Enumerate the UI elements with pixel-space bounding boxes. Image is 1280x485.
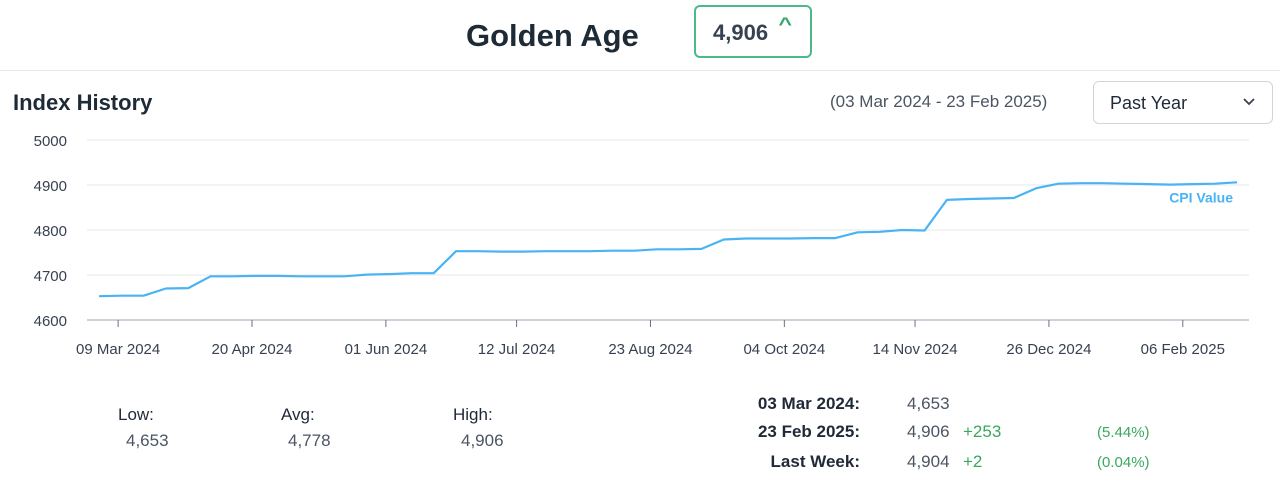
series-line-cpi-value [98,181,1238,298]
compare-end-value: 4,906 [907,422,950,441]
index-history-chart: 4600 4700 4800 4900 5000 09 Mar 2024 20 Apr 20… [34,133,1249,358]
x-tick-label: 12 Jul 2024 [478,341,556,358]
stat-high-value: 4,906 [461,431,504,450]
chevron-down-icon [1243,98,1255,106]
x-tick-label: 26 Dec 2024 [1006,341,1091,358]
compare-start-label: 03 Mar 2024: [757,394,860,413]
compare-week-label: Last Week: [770,452,860,471]
y-tick-label: 4600 [34,313,67,330]
compare-end-pct: (5.44%) [1097,424,1150,441]
x-tick-label: 06 Feb 2025 [1141,341,1225,358]
x-tick-label: 23 Aug 2024 [608,341,692,358]
compare-start-value: 4,653 [907,394,950,413]
compare-end-change: +253 [963,422,1002,441]
y-tick-label: 4800 [34,223,67,240]
current-value-badge: 4,906 ^ [694,5,812,58]
x-tick-label: 01 Jun 2024 [345,341,428,358]
index-title: Golden Age [466,18,639,53]
y-tick-label: 4700 [34,268,67,285]
compare-week-change: +2 [963,452,983,471]
compare-end-label: 23 Feb 2025: [757,422,860,441]
date-range: (03 Mar 2024 - 23 Feb 2025) [830,92,1048,111]
panel-title: Index History [13,90,153,115]
header-bar: Golden Age 4,906 ^ [0,0,1280,71]
stat-avg-label: Avg: [281,405,315,424]
stat-low-label: Low: [118,405,154,424]
series-label: CPI Value [1169,189,1233,205]
y-tick-label: 4900 [34,178,67,195]
compare-week-value: 4,904 [907,452,950,471]
y-tick-label: 5000 [34,133,67,150]
stat-high-label: High: [453,405,493,424]
x-tick-label: 04 Oct 2024 [743,341,825,358]
trend-up-icon: ^ [778,14,793,34]
stat-avg-value: 4,778 [288,431,331,450]
current-value: 4,906 [713,20,769,45]
x-tick-label: 14 Nov 2024 [873,341,958,358]
compare-week-pct: (0.04%) [1097,454,1150,471]
x-tick-label: 09 Mar 2024 [76,341,160,358]
stat-low-value: 4,653 [126,431,169,450]
x-tick-label: 20 Apr 2024 [212,341,293,358]
range-select[interactable]: Past Year [1093,81,1273,124]
range-select-value: Past Year [1110,93,1188,113]
